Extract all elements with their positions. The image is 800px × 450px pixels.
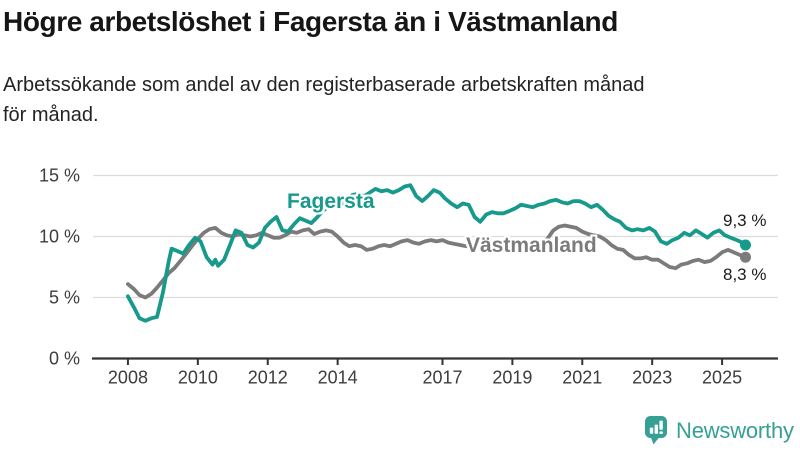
vastmanland-end-value-label: 8,3 % <box>723 265 767 284</box>
chart-subtitle-line-1: Arbetssökande som andel av den registerb… <box>3 74 645 96</box>
y-axis-tick-label: 5 % <box>49 287 80 307</box>
fagersta-line <box>126 183 748 323</box>
x-axis-tick-label: 2025 <box>702 368 742 388</box>
vastmanland-series-label: Västmanland <box>466 234 597 257</box>
newsworthy-logo: Newsworthy <box>643 413 798 447</box>
logo-exclamation-bar <box>659 420 663 430</box>
x-axis-tick-label: 2021 <box>562 368 602 388</box>
fagersta-end-dot <box>740 239 751 251</box>
y-axis-tick-label: 10 % <box>39 226 80 246</box>
x-axis-tick-label: 2008 <box>108 368 148 388</box>
y-axis-tick-label: 15 % <box>39 165 80 185</box>
newsworthy-logo-icon <box>645 416 667 445</box>
newsworthy-logo-text: Newsworthy <box>676 418 794 443</box>
x-axis-tick-label: 2019 <box>492 368 532 388</box>
logo-bar-small <box>649 427 654 434</box>
logo-bar-medium <box>654 424 658 434</box>
x-axis-tick-label: 2010 <box>178 368 218 388</box>
fagersta-series-label: Fagersta <box>287 190 375 213</box>
x-axis-tick-label: 2017 <box>422 368 462 388</box>
västmanland-end-dot <box>740 251 751 263</box>
y-axis-tick-label: 0 % <box>49 349 80 369</box>
chart-subtitle-line-2: för månad. <box>3 104 99 126</box>
chart-subtitle: Arbetssökande som andel av den registerb… <box>3 70 783 130</box>
chart-title: Högre arbetslöshet i Fagersta än i Västm… <box>3 6 618 37</box>
x-axis-tick-label: 2012 <box>248 368 288 388</box>
x-axis-tick-label: 2014 <box>318 368 358 388</box>
fagersta-end-value-label: 9,3 % <box>723 211 767 230</box>
x-axis-tick-label: 2023 <box>632 368 672 388</box>
logo-exclamation-dot <box>659 431 663 434</box>
